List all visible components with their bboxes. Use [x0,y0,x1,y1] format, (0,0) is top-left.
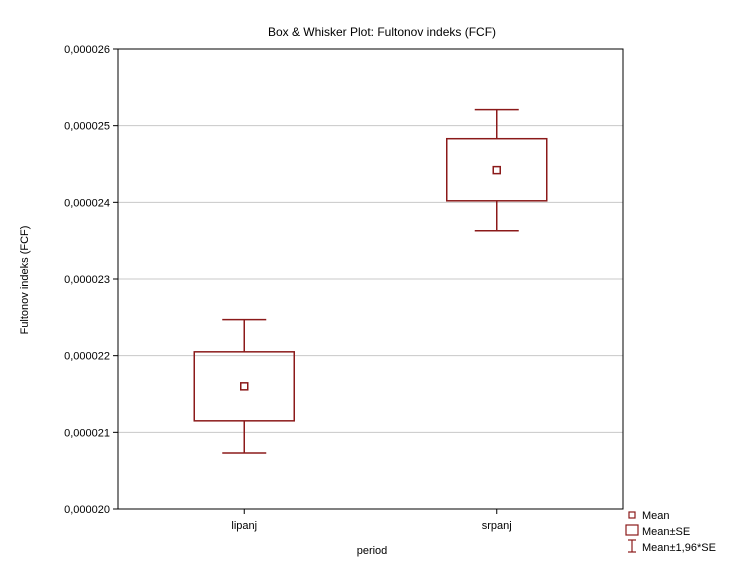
legend-se-symbol [625,524,639,536]
y-axis-ticks: 0,000020 0,000021 0,000022 0,000023 0,000024… [64,44,118,516]
y-tick-label: 0,000025 [64,121,110,133]
y-tick-label: 0,000020 [64,504,110,516]
y-tick-label: 0,000026 [64,44,110,56]
grid-lines [118,125,623,433]
legend-mean-symbol [628,511,636,519]
y-tick-label: 0,000022 [64,351,110,363]
mean-marker [240,382,249,391]
y-axis-title: Fultonov indeks (FCF) [19,226,31,335]
x-tick-label: lipanj [231,520,257,532]
y-tick-label: 0,000024 [64,197,110,209]
se-box [446,137,548,202]
legend: Mean Mean±SE Mean±1,96*SE [625,510,716,554]
x-tick-label: srpanj [482,520,512,532]
se-box [193,351,295,422]
legend-label-se: Mean±SE [642,526,690,538]
x-axis-ticks: lipanj srpanj [231,509,512,532]
box-series [193,108,548,454]
legend-label-ci: Mean±1,96*SE [642,542,716,554]
x-axis-title: period [357,545,388,557]
y-tick-label: 0,000021 [64,427,110,439]
chart-title: Box & Whisker Plot: Fultonov indeks (FCF… [268,25,496,39]
y-tick-label: 0,000023 [64,274,110,286]
mean-marker [492,165,501,175]
legend-label-mean: Mean [642,510,670,522]
box-group-lipanj [193,318,295,454]
box-group-srpanj [446,108,548,232]
